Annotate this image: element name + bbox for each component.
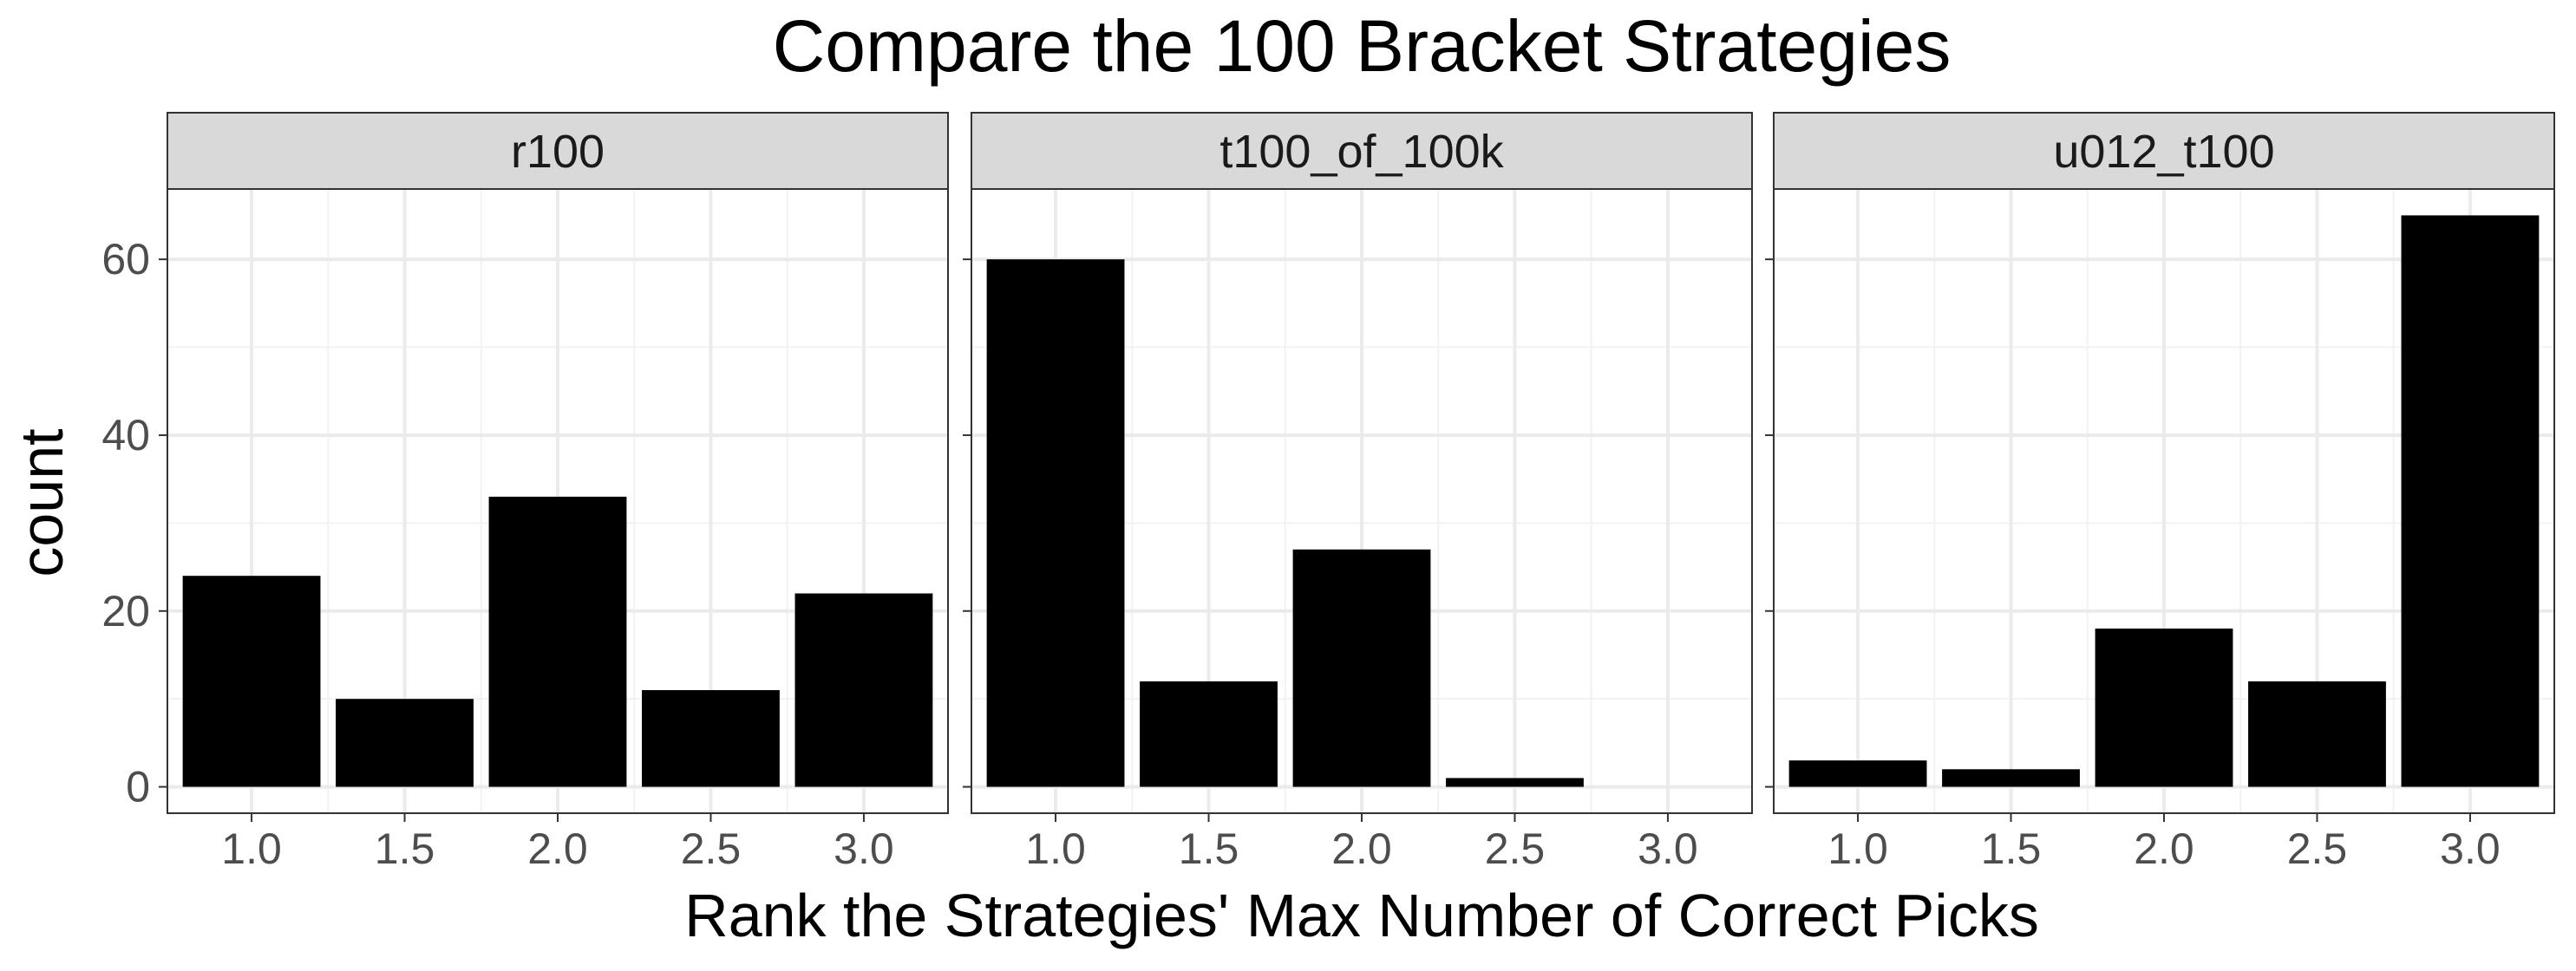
facet-strip-label: t100_of_100k bbox=[1219, 126, 1504, 178]
x-tick-label: 2.0 bbox=[2134, 824, 2194, 873]
bar bbox=[2248, 681, 2386, 787]
x-tick-label: 3.0 bbox=[2440, 824, 2501, 873]
facet-strip-label: r100 bbox=[511, 126, 605, 178]
x-tick-label: 2.0 bbox=[527, 824, 588, 873]
bar bbox=[1140, 681, 1278, 787]
y-tick-label: 40 bbox=[101, 411, 150, 459]
facet-panel-u012_t100: u012_t100 1.0 1.5 2.0 2.5 3.0 bbox=[1765, 112, 2555, 873]
x-tick-label: 1.0 bbox=[221, 824, 282, 873]
y-tick-label: 60 bbox=[101, 235, 150, 283]
facet-strip-label: u012_t100 bbox=[2053, 126, 2274, 178]
bar bbox=[2095, 629, 2233, 787]
bar bbox=[1292, 549, 1431, 787]
chart-title: Compare the 100 Bracket Strategies bbox=[773, 5, 1952, 87]
x-tick-label: 2.0 bbox=[1331, 824, 1392, 873]
y-tick-label: 0 bbox=[126, 763, 150, 811]
x-tick-label: 1.5 bbox=[1981, 824, 2042, 873]
facet-panel-r100: r100 1.0 1.5 2.0 2.5 3.0 0 20 40 60 bbox=[101, 112, 949, 873]
x-axis-title: Rank the Strategies' Max Number of Corre… bbox=[684, 882, 2039, 949]
x-tick-label: 1.5 bbox=[375, 824, 435, 873]
bar bbox=[1446, 778, 1584, 787]
bar bbox=[182, 576, 321, 787]
facet-strip bbox=[1773, 112, 2555, 190]
bar bbox=[986, 259, 1125, 787]
facet-strip bbox=[167, 112, 949, 190]
bar bbox=[642, 690, 780, 787]
x-tick-label: 2.5 bbox=[2287, 824, 2348, 873]
x-tick-label: 3.0 bbox=[834, 824, 894, 873]
facet-panels: r100 1.0 1.5 2.0 2.5 3.0 0 20 40 60 t100_of_100k 1.… bbox=[101, 112, 2555, 873]
x-tick-label: 1.5 bbox=[1179, 824, 1239, 873]
x-tick-label: 1.0 bbox=[1025, 824, 1086, 873]
bar bbox=[2401, 215, 2540, 787]
x-tick-label: 2.5 bbox=[681, 824, 742, 873]
bar bbox=[1942, 769, 2080, 787]
bar bbox=[794, 593, 933, 787]
y-axis-title: count bbox=[8, 428, 75, 577]
bar bbox=[336, 699, 474, 787]
bar bbox=[488, 496, 627, 787]
y-tick-label: 20 bbox=[101, 587, 150, 635]
x-tick-label: 3.0 bbox=[1638, 824, 1698, 873]
x-tick-label: 2.5 bbox=[1485, 824, 1546, 873]
x-tick-label: 1.0 bbox=[1827, 824, 1888, 873]
facet-panel-t100_of_100k: t100_of_100k 1.0 1.5 2.0 2.5 3.0 bbox=[963, 112, 1753, 873]
bar bbox=[1788, 760, 1927, 787]
